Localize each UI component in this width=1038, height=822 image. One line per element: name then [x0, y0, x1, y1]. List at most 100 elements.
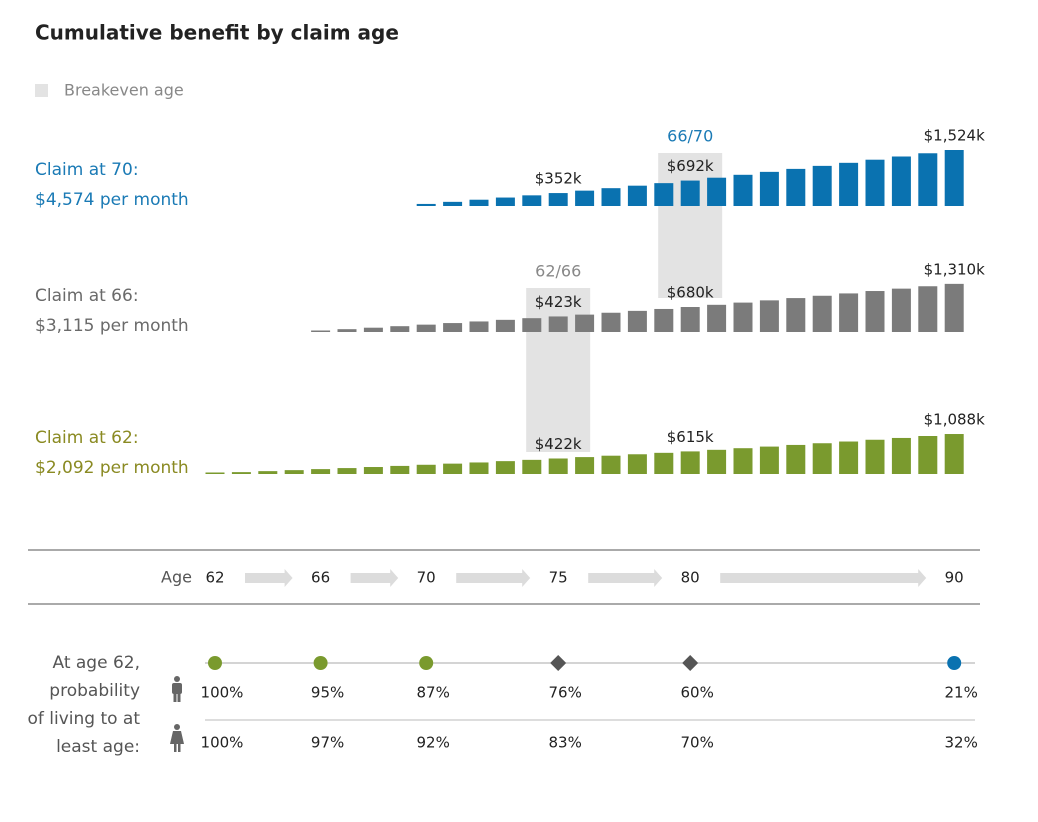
bar [416, 324, 436, 332]
bar [416, 203, 436, 206]
series-name: Claim at 66: [35, 286, 139, 306]
bar [918, 153, 938, 206]
bar [891, 288, 911, 332]
bar [416, 464, 436, 474]
bar [654, 183, 674, 206]
bar [707, 449, 727, 474]
bar [680, 307, 700, 332]
bar [311, 330, 331, 332]
bar [363, 327, 383, 332]
age-arrow [588, 569, 663, 587]
value-label: $352k [535, 170, 582, 188]
bar [363, 467, 383, 474]
female-probability: 97% [311, 734, 344, 752]
value-label: $1,310k [924, 260, 985, 278]
bar [390, 465, 410, 474]
bar [759, 446, 779, 474]
bar [865, 291, 885, 332]
bar [443, 463, 463, 474]
male-probability: 87% [417, 684, 450, 702]
bar [944, 283, 964, 332]
bar [627, 454, 647, 474]
bar [284, 470, 304, 474]
bar [759, 300, 779, 332]
series-name: Claim at 62: [35, 428, 139, 448]
survival-marker [947, 656, 962, 670]
survival-marker [313, 656, 328, 670]
bar [548, 316, 568, 332]
bar [733, 302, 753, 332]
value-label: $615k [667, 428, 714, 446]
value-label: $680k [667, 284, 714, 302]
age-arrow [245, 569, 293, 587]
bar [575, 314, 595, 332]
bar [839, 162, 859, 206]
breakeven-box [526, 288, 591, 452]
bar [786, 444, 806, 474]
bar [865, 439, 885, 474]
male-probability: 76% [549, 684, 582, 702]
probability-caption: of living to at [27, 709, 140, 729]
bar [654, 452, 674, 474]
probability-caption: least age: [56, 737, 140, 757]
bar [812, 165, 832, 206]
female-probability: 92% [417, 734, 450, 752]
bar [891, 156, 911, 206]
bar [337, 329, 357, 332]
survival-marker [419, 656, 434, 670]
bar [575, 190, 595, 206]
female-icon [170, 724, 184, 752]
bar [944, 434, 964, 474]
age-tick-label: 80 [681, 569, 700, 587]
breakeven-label: 62/66 [535, 262, 581, 281]
female-probability: 70% [681, 734, 714, 752]
age-tick-label: 90 [945, 569, 964, 587]
bar [627, 185, 647, 206]
value-label: $423k [535, 293, 582, 311]
bar [522, 195, 542, 206]
bar [522, 459, 542, 474]
bar [786, 298, 806, 332]
age-tick-label: 75 [549, 569, 568, 587]
bar [337, 468, 357, 474]
bar [495, 461, 515, 474]
bar [839, 441, 859, 474]
chart-title: Cumulative benefit by claim age [35, 21, 399, 45]
series-monthly: $3,115 per month [35, 316, 189, 336]
survival-marker [682, 655, 699, 671]
age-arrow [456, 569, 531, 587]
male-probability: 21% [945, 684, 978, 702]
female-probability: 83% [549, 734, 582, 752]
series-monthly: $2,092 per month [35, 458, 189, 478]
value-label: $1,088k [924, 411, 985, 429]
value-label: $1,524k [924, 127, 985, 145]
bar [390, 326, 410, 332]
bar [812, 295, 832, 332]
bar [786, 168, 806, 206]
series-monthly: $4,574 per month [35, 190, 189, 210]
age-arrow [350, 569, 399, 587]
bar [443, 323, 463, 332]
legend-label: Breakeven age [64, 81, 184, 100]
bar [812, 443, 832, 474]
female-probability: 32% [945, 734, 978, 752]
age-arrow [720, 569, 927, 587]
age-tick-label: 70 [417, 569, 436, 587]
probability-caption: At age 62, [52, 653, 140, 673]
male-probability: 60% [681, 684, 714, 702]
bar [231, 472, 251, 474]
bar [944, 150, 964, 206]
bar [680, 180, 700, 206]
bar [759, 171, 779, 206]
legend-swatch [35, 84, 48, 97]
bar [839, 293, 859, 332]
bar [918, 286, 938, 332]
bar [548, 458, 568, 474]
bar [522, 318, 542, 332]
male-icon [172, 676, 182, 702]
value-label: $422k [535, 435, 582, 453]
male-probability: 95% [311, 684, 344, 702]
bar [548, 193, 568, 206]
bar [258, 471, 278, 474]
